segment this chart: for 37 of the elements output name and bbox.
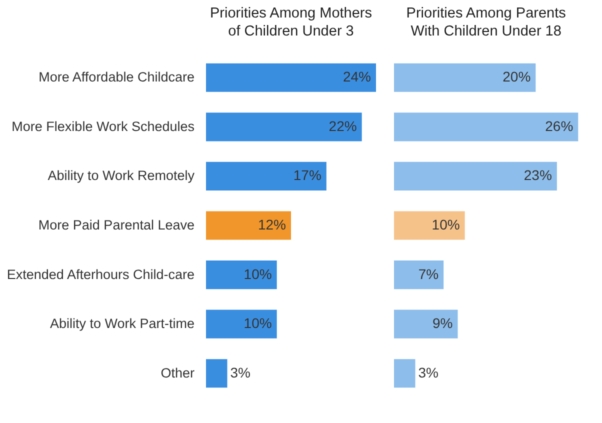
data-label: 7% [418,266,439,282]
data-label: 22% [328,118,357,134]
bar [206,359,228,388]
chart-title: Priorities Among Mothers of Children Under 3 [210,6,372,40]
data-label: 23% [524,167,552,184]
bar [206,63,376,92]
bar [206,112,362,142]
bar [394,260,444,290]
data-label: 10% [244,266,272,282]
data-label: 3% [230,364,250,380]
bar [394,112,578,142]
data-label: 24% [342,68,371,85]
data-label: 20% [502,68,531,85]
y-tick-label: Extended Afterhours Child-care [6,266,194,282]
data-label: 17% [293,167,322,184]
bar [206,260,277,290]
data-label: 10% [244,315,272,332]
y-tick-label: Other [160,365,195,380]
bar [394,162,557,191]
bar [206,310,277,338]
data-label: 9% [432,315,453,332]
y-tick-label: More Paid Parental Leave [38,218,194,232]
data-label: 26% [545,118,574,134]
chart-title: Priorities Among Parents With Children Under 18 [406,6,566,40]
data-label: 10% [432,216,460,232]
y-tick-label: More Flexible Work Schedules [12,118,195,134]
bar [206,211,291,240]
data-label: 3% [418,364,438,380]
bar [394,310,458,338]
y-tick-label: Ability to Work Part-time [50,316,194,332]
bar [394,63,536,92]
data-label: 12% [258,216,286,232]
bar [394,359,416,388]
bar [394,211,465,240]
y-tick-label: Ability to Work Remotely [48,168,195,184]
y-tick-label: More Affordable Childcare [38,70,194,85]
bar [206,162,326,191]
